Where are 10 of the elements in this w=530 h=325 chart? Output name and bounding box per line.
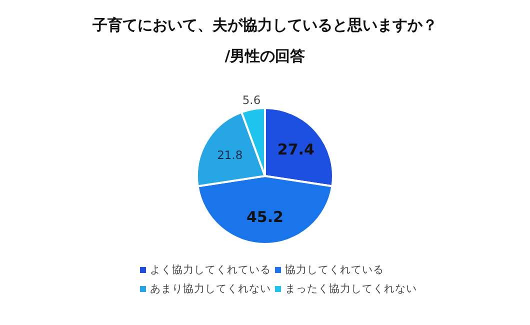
legend-label: あまり協力してくれない [150,282,271,295]
legend-label: よく協力してくれている [150,263,271,276]
data-label: 27.4 [277,140,314,158]
chart-subtitle: /男性の回答 [224,47,306,65]
legend-label: まったく協力してくれない [285,282,417,295]
data-label: 45.2 [246,208,284,226]
data-label: 21.8 [217,148,243,162]
legend-label: 協力してくれている [285,263,384,276]
chart-title: 子育てにおいて、夫が協力していると思いますか？ [92,16,438,34]
data-label: 5.6 [242,93,261,108]
